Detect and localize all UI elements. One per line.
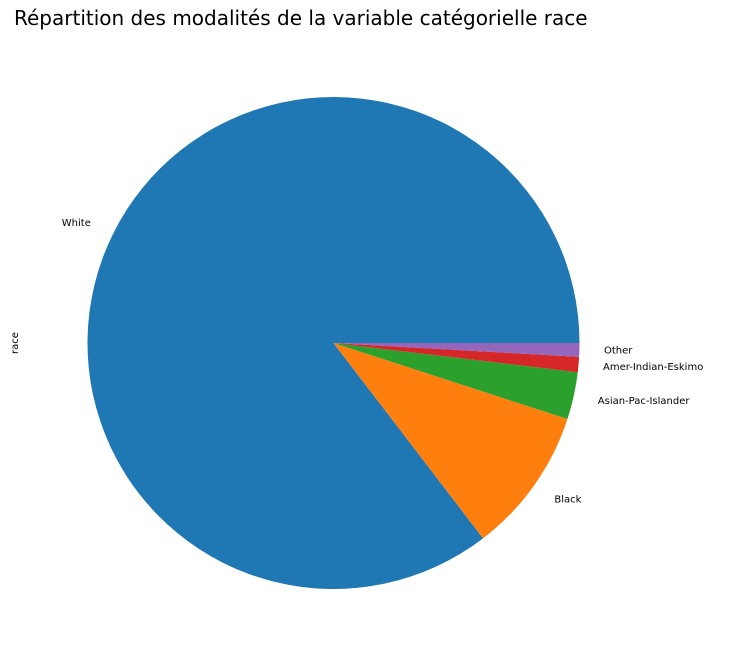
pie-slice-asian-pac-islander <box>333 343 578 420</box>
chart-title: Répartition des modalités de la variable… <box>14 6 588 30</box>
slice-label-asian-pac-islander: Asian-Pac-Islander <box>598 396 691 407</box>
pie-labels: White Black Asian-Pac-Islander Amer-Indi… <box>62 218 704 505</box>
pie-slice-white <box>87 97 580 590</box>
slice-label-white: White <box>62 218 91 229</box>
pie-slice-other <box>333 343 580 357</box>
pie-slices <box>87 97 580 590</box>
y-axis-label: race <box>10 332 21 354</box>
slice-label-other: Other <box>604 346 633 357</box>
pie-slice-amer-indian-eskimo <box>333 343 580 373</box>
pie-slice-black <box>333 343 568 539</box>
slice-label-black: Black <box>554 494 581 505</box>
slice-label-amer-indian-eskimo: Amer-Indian-Eskimo <box>603 362 703 373</box>
